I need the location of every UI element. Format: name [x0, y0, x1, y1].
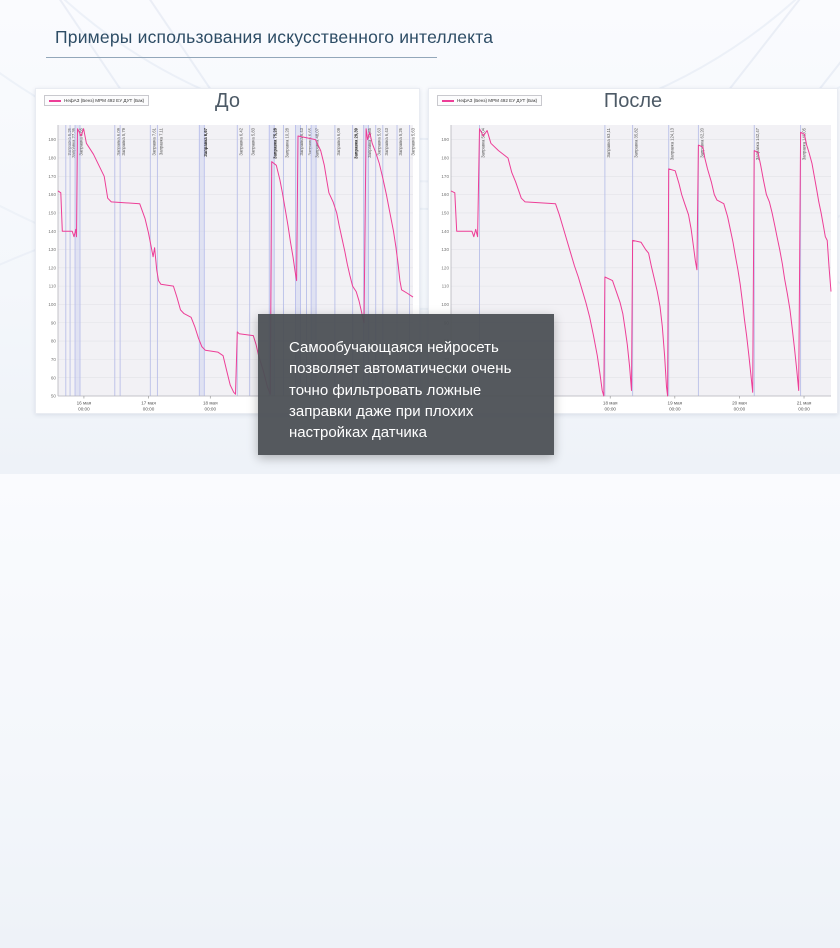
svg-text:20 мая: 20 мая	[732, 401, 747, 406]
callout-text: Самообучающаяся нейросеть позволяет авто…	[289, 339, 512, 442]
svg-text:Заправка 6,09: Заправка 6,09	[336, 127, 341, 155]
svg-text:Заправка 124,13: Заправка 124,13	[670, 127, 675, 160]
svg-text:Заправка 5,83: Заправка 5,83	[251, 127, 256, 155]
svg-text:00:00: 00:00	[143, 407, 155, 412]
svg-text:Заправка 6,65: Заправка 6,65	[79, 127, 84, 155]
legend-line-swatch	[442, 99, 454, 102]
svg-text:110: 110	[49, 284, 57, 289]
svg-text:17 мая: 17 мая	[141, 401, 156, 406]
legend-label: НефАЗ (Бенз) МРМ 492 ЕУ ДУТ (Бак)	[64, 98, 145, 103]
svg-text:180: 180	[48, 156, 56, 161]
chart-panel-after: НефАЗ (Бенз) МРМ 492 ЕУ ДУТ (Бак) После …	[428, 88, 838, 414]
svg-text:Заправка 6,67: Заправка 6,67	[203, 127, 208, 156]
chart-legend: НефАЗ (Бенз) МРМ 492 ЕУ ДУТ (Бак)	[437, 95, 543, 106]
svg-text:Заправка 27,36: Заправка 27,36	[71, 127, 76, 158]
svg-text:Заправка 29,39: Заправка 29,39	[354, 127, 359, 159]
svg-text:Заправка 75,28: Заправка 75,28	[273, 127, 278, 159]
svg-text:Заправка 10,28: Заправка 10,28	[284, 127, 289, 158]
svg-text:Заправка 6,43: Заправка 6,43	[299, 127, 304, 155]
svg-text:Заправка 63,11: Заправка 63,11	[606, 127, 611, 157]
svg-text:Заправка 6,42: Заправка 6,42	[238, 127, 243, 155]
svg-text:Заправка 6,65: Заправка 6,65	[308, 127, 313, 155]
svg-text:190: 190	[48, 137, 56, 142]
svg-text:140: 140	[441, 229, 449, 234]
svg-text:00:00: 00:00	[734, 407, 746, 412]
svg-text:120: 120	[48, 265, 56, 270]
legend-line-swatch	[49, 99, 61, 102]
svg-text:Заправка 5,63: Заправка 5,63	[377, 127, 382, 155]
svg-text:170: 170	[441, 174, 449, 179]
callout-box: Самообучающаяся нейросеть позволяет авто…	[258, 314, 554, 455]
chart-title-after: После	[603, 90, 663, 112]
svg-text:Заправка 6,09: Заправка 6,09	[116, 127, 121, 155]
svg-text:110: 110	[442, 284, 450, 289]
chart-legend: НефАЗ (Бенз) МРМ 492 ЕУ ДУТ (Бак)	[44, 95, 150, 106]
svg-text:80: 80	[51, 339, 57, 344]
svg-text:90: 90	[51, 320, 57, 325]
svg-text:Заправка 35,82: Заправка 35,82	[634, 127, 639, 158]
svg-text:00:00: 00:00	[669, 407, 681, 412]
svg-text:130: 130	[48, 247, 56, 252]
svg-text:Заправка 5,26: Заправка 5,26	[398, 127, 403, 155]
svg-text:Заправка 62,20: Заправка 62,20	[699, 127, 704, 158]
svg-text:170: 170	[48, 174, 56, 179]
svg-text:130: 130	[441, 247, 449, 252]
svg-text:18 мая: 18 мая	[203, 401, 218, 406]
svg-text:Заправка 58,04: Заправка 58,04	[481, 127, 486, 158]
svg-text:Заправка 7,61: Заправка 7,61	[151, 127, 156, 155]
svg-text:Заправка 31,85: Заправка 31,85	[367, 127, 372, 158]
svg-text:19 мая: 19 мая	[668, 401, 683, 406]
svg-text:Заправка 5,79: Заправка 5,79	[121, 127, 126, 155]
svg-text:Заправка 149,05: Заправка 149,05	[802, 127, 807, 160]
svg-text:Заправка 7,11: Заправка 7,11	[158, 127, 163, 155]
svg-text:Заправка 5,26: Заправка 5,26	[67, 127, 72, 155]
svg-text:00:00: 00:00	[604, 407, 616, 412]
chart-title-before: До	[215, 90, 240, 112]
svg-text:100: 100	[441, 302, 449, 307]
svg-text:160: 160	[441, 192, 449, 197]
svg-text:Заправка 6,43: Заправка 6,43	[384, 127, 389, 155]
svg-text:120: 120	[441, 265, 449, 270]
svg-text:190: 190	[441, 137, 449, 142]
slide-title: Примеры использования искусственного инт…	[55, 27, 494, 47]
svg-text:Заправка 5,63: Заправка 5,63	[410, 127, 415, 155]
svg-text:150: 150	[48, 210, 56, 215]
svg-text:00:00: 00:00	[798, 407, 810, 412]
svg-text:Заправка 142,47: Заправка 142,47	[755, 127, 760, 160]
svg-text:70: 70	[51, 357, 57, 362]
title-underline	[46, 57, 437, 58]
svg-text:21 мая: 21 мая	[797, 401, 812, 406]
svg-text:18 мая: 18 мая	[603, 401, 618, 406]
svg-text:60: 60	[51, 375, 57, 380]
svg-text:16 мая: 16 мая	[77, 401, 92, 406]
svg-text:50: 50	[51, 394, 57, 399]
svg-text:100: 100	[48, 302, 56, 307]
svg-text:00:00: 00:00	[78, 407, 90, 412]
svg-text:180: 180	[441, 156, 449, 161]
svg-text:150: 150	[441, 210, 449, 215]
svg-text:160: 160	[48, 192, 56, 197]
svg-text:140: 140	[48, 229, 56, 234]
svg-text:00:00: 00:00	[205, 407, 217, 412]
legend-label: НефАЗ (Бенз) МРМ 492 ЕУ ДУТ (Бак)	[457, 98, 538, 103]
